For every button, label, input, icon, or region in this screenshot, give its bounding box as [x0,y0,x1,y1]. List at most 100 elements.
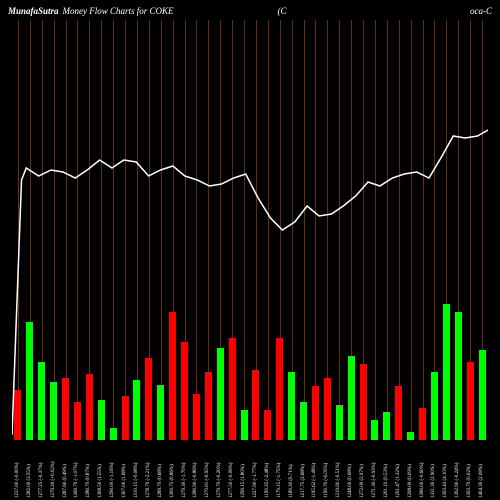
gridline [423,20,424,440]
volume-bar [455,312,462,440]
volume-bar [86,374,93,440]
volume-bar [181,342,188,440]
x-tick-label: 1280.70 (0.87%) [86,464,91,498]
header-right: oca-C [470,6,492,16]
x-tick-label: 1272.00 (2.97%) [360,464,365,498]
gridline [66,20,67,440]
x-tick-label: 1282.00 (3.55%) [27,464,32,498]
x-tick-label: 1278.70 (-2.21%) [146,463,151,498]
x-tick-label: 1277.25 (-0.37%) [39,463,44,498]
volume-bar [264,410,271,440]
volume-bar [169,312,176,440]
x-tick-label: 1308.50 (1.55%) [98,464,103,498]
price-path [12,130,488,435]
gridline [339,20,340,440]
volume-bar [276,338,283,440]
x-tick-label: 1199.35 (-2.48%) [265,463,270,498]
x-tick-label: 1392.90 (-0.24%) [455,463,460,498]
gridline [304,20,305,440]
x-tick-label: 1287.60 (0.49%) [63,464,68,498]
x-tick-label: 1307.00 (1.68%) [122,464,127,498]
gridline [18,20,19,440]
x-tick-label: 1277.50 (-0.09%) [229,463,234,498]
volume-bar [193,394,200,440]
x-tick-label: 1279.70 (-0.20%) [217,463,222,498]
volume-bar [288,372,295,440]
volume-bar [431,372,438,440]
x-tick-label: 1291.10 (0.53%) [384,464,389,498]
volume-bar [336,405,343,440]
gridline [315,20,316,440]
x-tick-label: 1269.70 (-1.07%) [74,463,79,498]
x-axis-labels: 1237.00 (-0.00%) 1282.00 (3.55%) 1277.25 (… [12,443,488,498]
volume-bar [479,350,486,440]
gridline [327,20,328,440]
x-tick-label: 1279.30 (-1.70%) [182,463,187,498]
volume-bar [419,408,426,440]
volume-bar [229,338,236,440]
x-tick-label: 1310.15 (-0.08%) [134,463,139,498]
x-tick-label: 1331.30 (2.90%) [431,464,436,498]
x-tick-label: 1248.00 (0.68%) [348,464,353,498]
volume-bar [62,378,69,440]
volume-bar [50,382,57,440]
volume-bar [98,400,105,440]
volume-bar [443,304,450,440]
volume-bar [252,370,259,440]
volume-bar [312,386,319,440]
x-tick-label: 1404.30 (2.08%) [479,464,484,498]
gridline [113,20,114,440]
gridline [196,20,197,440]
x-tick-label: 1279.20 (+0.02%) [51,461,56,498]
volume-bar [360,364,367,440]
x-tick-label: 1179.15 (-1.75%) [277,463,282,498]
x-tick-label: 1227.90 (-1.77%) [253,463,258,498]
x-tick-label: 1393.43 (4.10%) [443,464,448,498]
volume-bar [110,428,117,440]
volume-bar [395,386,402,440]
volume-bar [122,396,129,440]
gridline [101,20,102,440]
x-tick-label: 1195.62 (-1.49%) [312,463,317,498]
volume-bar [371,420,378,440]
volume-bar [407,432,414,440]
x-tick-label: 1280.00 (-0.60%) [420,463,425,498]
gridline [387,20,388,440]
volume-bar [157,385,164,440]
gridline [268,20,269,440]
chart-sub: (C [278,6,287,16]
x-tick-label: 1300.75 (0.86%) [170,464,175,498]
x-tick-label: 1393.70 (0.02%) [467,464,472,498]
x-tick-label: 1237.00 (-0.00%) [15,463,20,498]
gridline [411,20,412,440]
x-tick-label: 1298.00 (0.09%) [408,464,413,498]
gridline [399,20,400,440]
volume-bar [26,322,33,440]
volume-bar [241,410,248,440]
gridline [244,20,245,440]
gridline [125,20,126,440]
x-tick-label: 1199.70 (-0.05%) [324,463,329,498]
volume-bar [205,372,212,440]
volume-bar [300,402,307,440]
x-tick-label: 1280.90 (-0.86%) [193,463,198,498]
x-tick-label: 1271.30 (-0.93%) [372,463,377,498]
gridline [161,20,162,440]
x-tick-label: 1291.47 (1.32%) [396,464,401,498]
chart-header: MunafaSutra Money Flow Charts for COKE (… [0,6,500,16]
x-tick-label: 1217.75 (2.68%) [301,464,306,498]
volume-bar [133,380,140,440]
x-tick-label: 1189.30 (0.71%) [289,464,294,498]
x-tick-label: 1290.00 (-1.16%) [110,463,115,498]
x-tick-label: 1219.90 (-0.51%) [336,463,341,498]
gridline [54,20,55,440]
brand-label: MunafaSutra [8,6,59,16]
chart-title: Money Flow Charts for COKE [63,6,174,16]
volume-bar [38,362,45,440]
chart-area [12,20,488,440]
gridline [375,20,376,440]
volume-bar [145,358,152,440]
volume-bar [217,348,224,440]
volume-bar [74,402,81,440]
volume-bar [383,412,390,440]
